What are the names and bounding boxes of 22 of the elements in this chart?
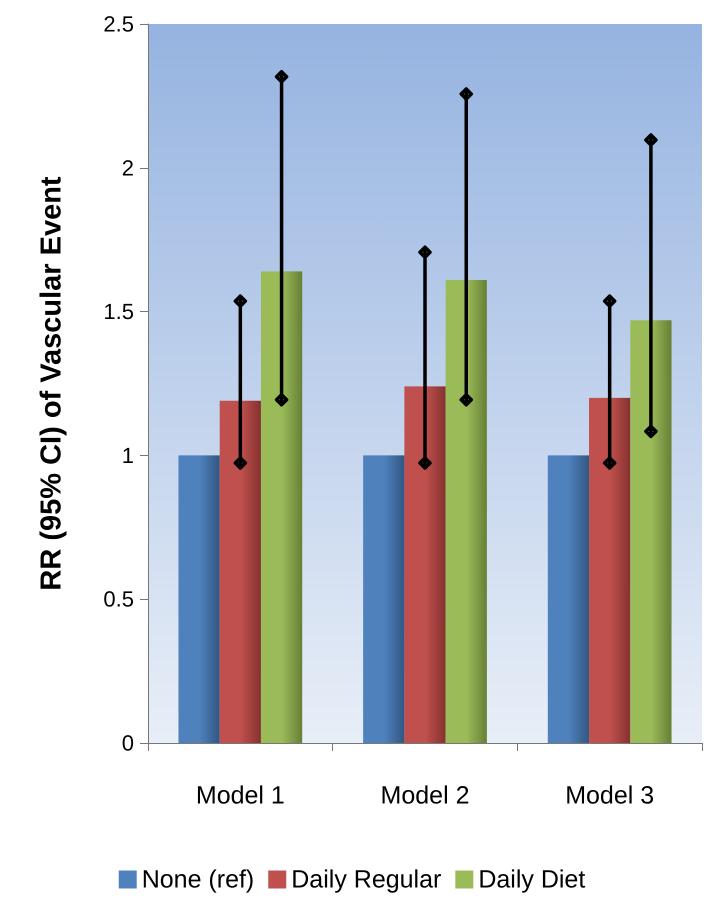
y-axis-title: RR (95% CI) of Vascular Event	[36, 176, 68, 591]
legend-label: Daily Regular	[291, 866, 442, 894]
y-tick-label: 1.5	[103, 299, 134, 324]
bar	[363, 455, 404, 743]
y-tick-label: 2	[122, 155, 134, 180]
y-tick-label: 0	[122, 730, 134, 756]
legend-label: Daily Diet	[478, 866, 586, 894]
y-tick-label: 2.5	[103, 12, 134, 36]
y-tick-label: 1	[122, 442, 134, 468]
y-tick-label: 0.5	[103, 586, 134, 612]
x-tick-label: Model 2	[380, 782, 470, 810]
bar	[178, 455, 220, 743]
bar	[589, 398, 630, 743]
bar	[260, 271, 302, 743]
bar	[548, 455, 590, 743]
bar	[446, 280, 487, 743]
x-tick-label: Model 1	[196, 782, 285, 810]
legend-label: None (ref)	[142, 866, 254, 894]
x-tick-label: Model 3	[565, 782, 654, 810]
bar	[220, 400, 261, 743]
bar	[404, 386, 446, 743]
bar	[630, 320, 672, 743]
